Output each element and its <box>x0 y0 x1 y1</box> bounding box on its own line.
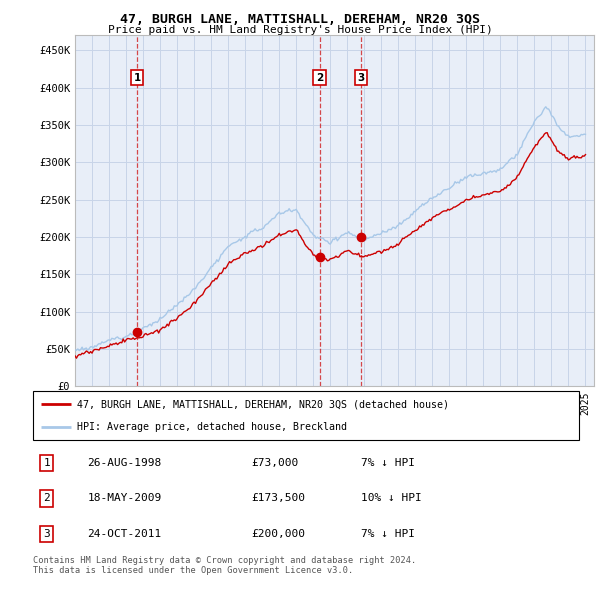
FancyBboxPatch shape <box>33 391 579 440</box>
Text: Price paid vs. HM Land Registry's House Price Index (HPI): Price paid vs. HM Land Registry's House … <box>107 25 493 35</box>
Text: 18-MAY-2009: 18-MAY-2009 <box>88 493 162 503</box>
Text: 26-AUG-1998: 26-AUG-1998 <box>88 458 162 468</box>
Text: £73,000: £73,000 <box>251 458 299 468</box>
Text: 2: 2 <box>43 493 50 503</box>
Text: 47, BURGH LANE, MATTISHALL, DEREHAM, NR20 3QS (detached house): 47, BURGH LANE, MATTISHALL, DEREHAM, NR2… <box>77 399 449 409</box>
Text: £200,000: £200,000 <box>251 529 305 539</box>
Text: 7% ↓ HPI: 7% ↓ HPI <box>361 458 415 468</box>
Text: 7% ↓ HPI: 7% ↓ HPI <box>361 529 415 539</box>
Text: 1: 1 <box>133 73 141 83</box>
Text: 3: 3 <box>358 73 365 83</box>
Text: Contains HM Land Registry data © Crown copyright and database right 2024.
This d: Contains HM Land Registry data © Crown c… <box>33 556 416 575</box>
Text: 24-OCT-2011: 24-OCT-2011 <box>88 529 162 539</box>
Text: 10% ↓ HPI: 10% ↓ HPI <box>361 493 421 503</box>
Text: 3: 3 <box>43 529 50 539</box>
Text: £173,500: £173,500 <box>251 493 305 503</box>
Text: 1: 1 <box>43 458 50 468</box>
Text: 47, BURGH LANE, MATTISHALL, DEREHAM, NR20 3QS: 47, BURGH LANE, MATTISHALL, DEREHAM, NR2… <box>120 13 480 26</box>
Text: HPI: Average price, detached house, Breckland: HPI: Average price, detached house, Brec… <box>77 422 347 432</box>
Text: 2: 2 <box>316 73 323 83</box>
